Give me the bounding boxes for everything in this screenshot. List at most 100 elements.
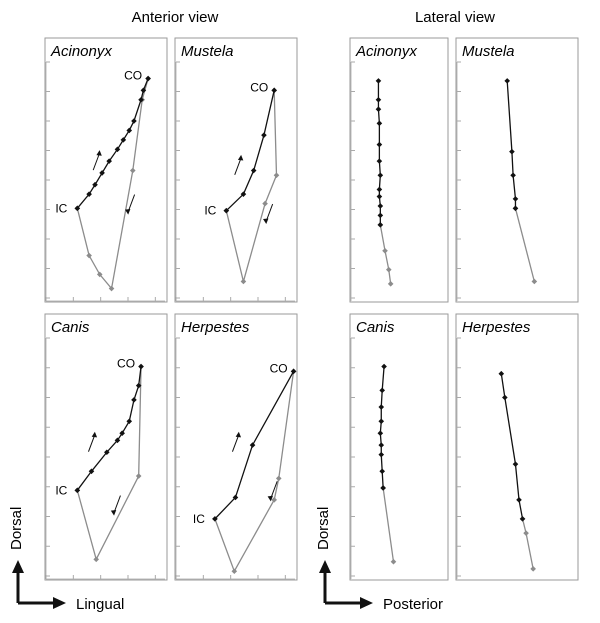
opening-point <box>531 278 538 285</box>
closing-point <box>378 404 385 410</box>
lateral-dorsal-axis-label: Dorsal <box>315 507 332 550</box>
panel-frame <box>174 37 298 303</box>
dorsal-axis-label: Dorsal <box>8 507 25 550</box>
anterior-orientation-axes: Dorsal Lingual <box>8 507 124 613</box>
closing-point <box>120 137 127 143</box>
panel-4: Canis IC CO <box>44 313 168 581</box>
opening-path <box>382 487 395 562</box>
opening-point <box>96 271 103 278</box>
closing-point <box>377 203 384 209</box>
direction-arrow-shaft <box>113 495 121 512</box>
closing-point <box>135 382 142 389</box>
panel-title: Herpestes <box>181 319 250 336</box>
opening-point <box>273 172 280 179</box>
opening-point <box>129 167 136 174</box>
closing-point <box>271 87 277 94</box>
closing-point <box>510 172 516 179</box>
opening-point <box>135 473 142 479</box>
opening-path <box>514 208 535 282</box>
lateral-view-heading: Lateral view <box>415 9 495 26</box>
end-label: CO <box>117 357 135 371</box>
posterior-axis-label: Posterior <box>383 596 443 613</box>
panel-frame <box>349 313 449 581</box>
direction-arrow-head <box>125 209 131 215</box>
closing-point <box>290 368 297 375</box>
closing-point <box>377 212 384 219</box>
panel-frame <box>455 37 579 303</box>
closing-point <box>126 127 133 134</box>
direction-arrow-head <box>91 431 98 438</box>
closing-point <box>504 78 510 84</box>
opening-point <box>385 266 392 273</box>
closing-point <box>86 191 92 197</box>
posterior-arrow-head <box>360 597 373 609</box>
lateral-orientation-axes: Dorsal Posterior <box>315 507 443 613</box>
panel-title: Canis <box>356 319 395 336</box>
panel-frame <box>455 313 579 581</box>
closing-point <box>114 146 121 153</box>
closing-point <box>375 96 382 103</box>
direction-arrow-shaft <box>92 153 100 171</box>
opening-point <box>231 568 238 575</box>
closing-point <box>138 363 144 370</box>
direction-arrow-shaft <box>270 481 278 498</box>
panels: Acinonyx IC CO Mustela IC CO Acinonyx Mustela Ca… <box>44 37 579 581</box>
closing-point <box>240 191 247 197</box>
closing-point <box>378 451 385 458</box>
direction-arrow-shaft <box>266 203 274 221</box>
closing-point <box>377 430 384 436</box>
end-label: CO <box>250 80 268 94</box>
opening-point <box>387 281 394 287</box>
opening-point <box>108 285 115 292</box>
closing-point <box>376 158 383 164</box>
closing-point <box>131 397 137 403</box>
closing-point <box>223 207 230 214</box>
closing-point <box>145 75 151 82</box>
direction-arrow-shaft <box>88 435 95 452</box>
closing-point <box>74 487 81 494</box>
direction-arrow-shaft <box>231 435 239 452</box>
lingual-axis-label: Lingual <box>76 596 124 613</box>
direction-arrow-head <box>110 510 117 516</box>
closing-point <box>261 132 267 138</box>
closing-point <box>126 418 133 425</box>
panel-title: Herpestes <box>462 319 531 336</box>
panel-title: Canis <box>51 319 90 336</box>
panel-title: Acinonyx <box>355 43 417 60</box>
closing-point <box>119 430 125 436</box>
opening-point <box>240 278 247 285</box>
opening-point <box>275 475 282 482</box>
closing-point <box>512 205 519 212</box>
direction-arrow-head <box>96 150 102 156</box>
panel-7: Herpestes <box>455 313 579 581</box>
closing-point <box>509 148 515 155</box>
opening-point <box>530 566 536 572</box>
closing-point <box>379 387 385 394</box>
panel-0: Acinonyx IC CO <box>44 37 168 303</box>
panel-3: Mustela <box>455 37 579 303</box>
closing-point <box>99 170 105 176</box>
closing-point <box>502 394 508 401</box>
start-label: IC <box>193 512 205 526</box>
direction-arrow-head <box>263 218 269 225</box>
closing-point <box>519 516 526 522</box>
direction-arrow-head <box>267 495 273 502</box>
start-label: IC <box>55 483 67 497</box>
closing-point <box>88 468 95 475</box>
closing-point <box>376 193 383 200</box>
closing-point <box>376 141 383 148</box>
closing-point <box>498 370 505 377</box>
closing-point <box>378 418 385 425</box>
opening-path <box>379 224 392 284</box>
closing-point <box>377 222 384 228</box>
direction-arrow-shaft <box>234 158 242 176</box>
closing-point <box>376 120 383 127</box>
closing-point <box>379 468 385 475</box>
panel-2: Acinonyx <box>349 37 449 303</box>
closing-point <box>232 494 239 501</box>
opening-point <box>390 558 397 565</box>
panel-title: Mustela <box>181 43 234 60</box>
opening-point <box>523 530 529 536</box>
closing-point <box>378 442 385 448</box>
closing-point <box>516 497 522 503</box>
